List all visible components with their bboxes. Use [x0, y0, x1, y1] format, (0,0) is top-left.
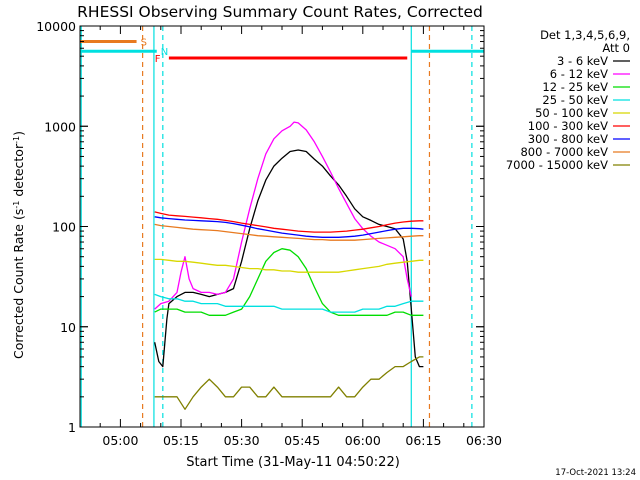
- series-line-3-6-kev: [154, 149, 424, 368]
- series-line-7000-15000-kev: [154, 356, 424, 410]
- legend-label-100-300-kev: 100 - 300 keV: [528, 119, 608, 133]
- x-tick-label: 05:15: [163, 433, 199, 448]
- status-flags: S NF: [80, 38, 484, 65]
- series-line-6-12-kev: [154, 121, 412, 310]
- legend-label-3-6-kev: 3 - 6 keV: [557, 54, 608, 68]
- y-tick-label: 100: [52, 220, 76, 235]
- reference-lines: [80, 26, 473, 427]
- series-line-50-100-kev: [154, 258, 424, 273]
- legend-label-6-12-kev: 6 - 12 keV: [550, 67, 608, 81]
- x-tick-label: 06:30: [466, 433, 502, 448]
- y-tick-label: 1: [68, 420, 76, 435]
- flag-label-f: F: [155, 54, 161, 65]
- series-line-800-7000-kev: [154, 223, 424, 241]
- series-line-100-300-kev: [154, 211, 424, 233]
- series-group: [154, 121, 424, 410]
- legend-label-300-800-kev: 300 - 800 keV: [528, 132, 608, 146]
- legend-label-25-50-kev: 25 - 50 keV: [542, 93, 608, 107]
- legend-header-line2: Att 0: [602, 41, 630, 55]
- legend-label-800-7000-kev: 800 - 7000 keV: [520, 145, 608, 159]
- y-axis: 1 10 100 1000 10000: [36, 19, 484, 435]
- y-tick-label: 10: [60, 320, 76, 335]
- y-tick-label: 10000: [36, 19, 76, 34]
- legend-label-7000-15000-kev: 7000 - 15000 keV: [506, 158, 608, 172]
- chart-title: RHESSI Observing Summary Count Rates, Co…: [77, 3, 483, 21]
- x-tick-label: 05:45: [284, 433, 320, 448]
- flag-label-n: N: [161, 47, 168, 58]
- legend-label-50-100-kev: 50 - 100 keV: [535, 106, 608, 120]
- legend-header-line1: Det 1,3,4,5,6,9,: [540, 28, 630, 42]
- timestamp: 17-Oct-2021 13:24: [555, 468, 636, 478]
- series-line-12-25-kev: [154, 248, 424, 316]
- legend-label-12-25-kev: 12 - 25 keV: [542, 80, 608, 94]
- series-line-300-800-kev: [154, 216, 424, 238]
- x-tick-label: 05:30: [224, 433, 260, 448]
- flag-label-s: S: [141, 38, 147, 49]
- x-tick-label: 06:15: [405, 433, 441, 448]
- x-tick-label: 05:00: [102, 433, 138, 448]
- x-axis-label: Start Time (31-May-11 04:50:22): [186, 455, 400, 470]
- y-tick-label: 1000: [44, 119, 76, 134]
- x-tick-label: 06:00: [345, 433, 381, 448]
- series-line-25-50-kev: [154, 293, 424, 313]
- y-axis-label: Corrected Count Rate (s-1 detector-1): [11, 131, 26, 359]
- x-axis: 05:00 05:15 05:30 05:45 06:00 06:15 06:30: [79, 26, 502, 448]
